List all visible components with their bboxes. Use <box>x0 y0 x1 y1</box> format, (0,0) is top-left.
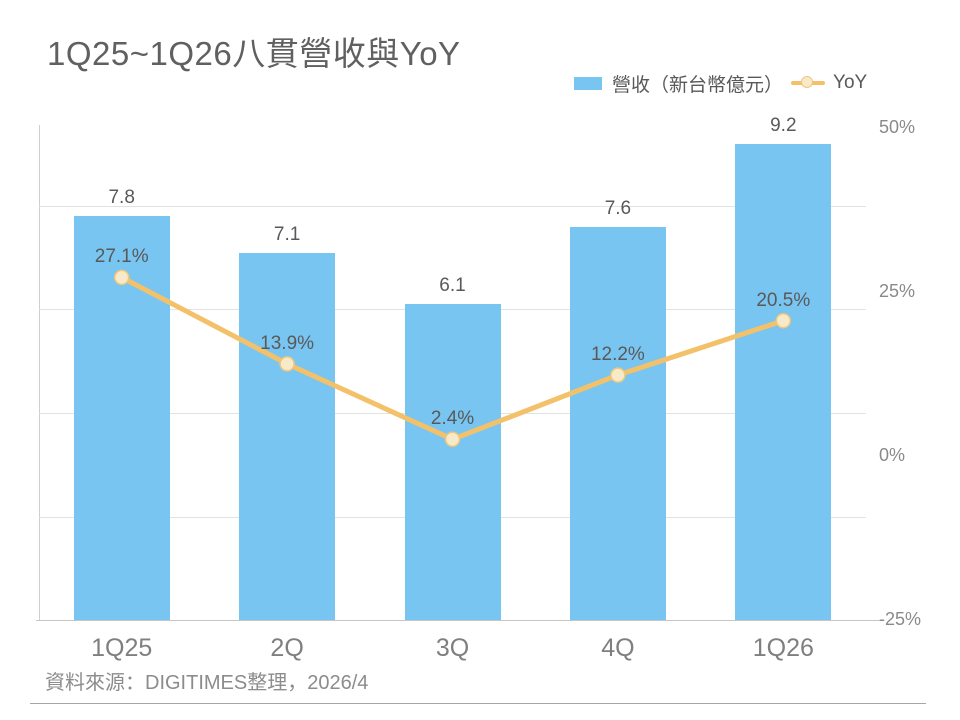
revenue-bar <box>569 226 666 620</box>
right-axis-tick: 25% <box>879 281 916 301</box>
revenue-bar <box>239 252 336 620</box>
yoy-marker <box>610 367 626 383</box>
yoy-marker <box>279 356 295 372</box>
category-axis: 1Q25 2Q 3Q 4Q 1Q26 <box>39 633 866 663</box>
right-axis-tick: 0% <box>879 445 906 465</box>
bar-series: 7.8 7.1 6.1 7.6 9.2 <box>39 115 866 620</box>
plot-area: 7.8 7.1 6.1 7.6 9.2 27.1% 13.9% 2 <box>39 115 866 620</box>
bar-slot-4q: 7.6 <box>535 125 700 620</box>
bar-value-label: 7.8 <box>108 187 135 209</box>
bar-value-label: 7.1 <box>273 223 301 245</box>
yoy-value-label: 2.4% <box>430 408 475 430</box>
footer-divider <box>30 703 926 704</box>
source-note: 資料來源：DIGITIMES整理，2026/4 <box>45 672 369 694</box>
category-label: 1Q25 <box>91 634 153 662</box>
yoy-value-label: 27.1% <box>94 246 149 268</box>
legend-yoy-marker-icon <box>791 76 826 90</box>
revenue-bar <box>735 143 832 620</box>
category-label: 3Q <box>435 634 470 662</box>
legend-revenue-swatch <box>574 76 602 90</box>
chart-title: 1Q25~1Q26八貫營收與YoY <box>47 35 461 72</box>
yoy-line-series <box>113 269 792 448</box>
chart-legend: 營收（新台幣億元） YoY <box>574 70 867 96</box>
category-label: 1Q26 <box>752 634 814 662</box>
bar-slot-3q: 6.1 <box>370 125 535 620</box>
yoy-marker <box>775 312 792 329</box>
yoy-value-label: 13.9% <box>260 332 315 354</box>
yoy-marker <box>113 269 130 286</box>
legend-revenue-label: 營收（新台幣億元） <box>612 74 784 96</box>
yoy-marker <box>444 431 461 448</box>
bottom-axis-line <box>36 620 884 621</box>
bar-slot-2q: 7.1 <box>204 125 369 620</box>
gridline <box>39 206 866 207</box>
revenue-bar <box>404 304 501 620</box>
right-axis-tick: 50% <box>879 117 916 137</box>
bar-slot-1q26: 9.2 <box>701 115 866 620</box>
category-label: 2Q <box>270 634 304 662</box>
left-axis-line <box>39 125 40 620</box>
bar-value-label: 6.1 <box>439 275 466 297</box>
right-axis-tick: -25% <box>879 609 922 629</box>
category-label: 4Q <box>601 634 635 662</box>
yoy-value-label: 20.5% <box>756 289 811 311</box>
bar-value-label: 9.2 <box>770 114 797 136</box>
bar-value-label: 7.6 <box>604 197 632 219</box>
legend-yoy-label: YoY <box>833 72 868 93</box>
yoy-value-label: 12.2% <box>590 344 645 366</box>
legend-yoy-dot <box>801 76 814 88</box>
